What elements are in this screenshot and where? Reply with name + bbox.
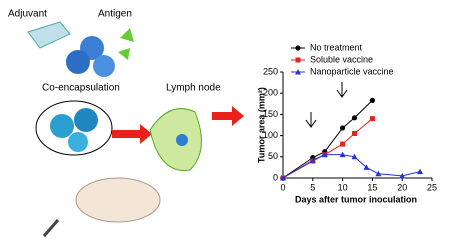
y-tick-label: 200 xyxy=(263,88,278,98)
dose-arrows xyxy=(305,82,348,128)
x-tick-label: 20 xyxy=(397,182,407,192)
marker xyxy=(351,115,358,121)
legend-marker xyxy=(295,45,301,51)
y-tick-label: 0 xyxy=(273,172,278,182)
x-tick-label: 15 xyxy=(367,182,377,192)
marker xyxy=(309,157,316,163)
particle xyxy=(66,50,90,74)
coencapsulation-label: Co-encapsulation xyxy=(42,83,120,94)
marker xyxy=(369,116,375,122)
marker xyxy=(340,125,346,131)
adjuvant-label: Adjuvant xyxy=(8,9,47,20)
marker xyxy=(339,151,346,158)
illustration: Adjuvant Antigen Co-encapsulation Lymph … xyxy=(8,9,244,237)
particle xyxy=(176,134,188,146)
x-axis-label: Days after tumor inoculation xyxy=(295,194,417,204)
marker xyxy=(369,97,375,104)
marker xyxy=(363,164,370,170)
marker xyxy=(375,170,382,177)
series-line xyxy=(282,100,373,179)
legend-label: No treatment xyxy=(310,42,363,52)
y-axis-label: Tumor area (mm²) xyxy=(256,87,266,163)
marker xyxy=(417,168,424,175)
x-tick-label: 5 xyxy=(310,182,315,192)
lymph-node-label: Lymph node xyxy=(166,83,221,94)
series-line xyxy=(282,118,373,179)
antigen-label: Antigen xyxy=(98,9,132,20)
arrow xyxy=(212,106,244,126)
legend-label: Soluble vaccine xyxy=(310,54,373,64)
legend-marker xyxy=(295,57,301,63)
particle xyxy=(50,114,74,138)
x-tick-label: 10 xyxy=(338,182,348,192)
marker xyxy=(321,151,328,158)
arrow xyxy=(112,124,152,144)
particle xyxy=(68,132,88,152)
legend-marker xyxy=(295,69,301,75)
x-tick-label: 25 xyxy=(427,182,437,192)
y-tick-label: 250 xyxy=(263,66,278,76)
adjuvant-shape xyxy=(27,21,71,49)
mouse xyxy=(75,177,161,223)
marker xyxy=(399,172,406,179)
lymph-cell xyxy=(149,108,202,171)
marker xyxy=(352,130,358,136)
x-tick-label: 0 xyxy=(280,182,285,192)
particle xyxy=(74,108,98,132)
syringe xyxy=(42,219,60,237)
marker xyxy=(351,153,358,160)
y-tick-label: 100 xyxy=(263,130,278,140)
y-tick-label: 150 xyxy=(263,109,278,119)
legend-label: Nanoparticle vaccine xyxy=(310,66,394,76)
marker xyxy=(340,141,346,147)
particle xyxy=(93,55,115,77)
marker xyxy=(280,175,286,181)
antigen-shape xyxy=(118,28,134,60)
y-tick-label: 50 xyxy=(268,151,278,161)
